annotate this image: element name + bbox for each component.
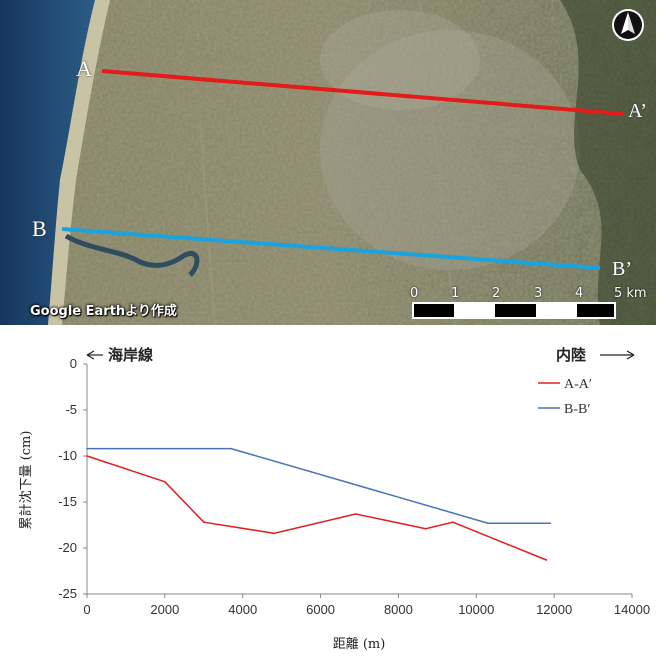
label-b-start: B: [32, 216, 47, 241]
legend-label-a: A-A′: [564, 377, 592, 392]
coast-direction-arrow: [86, 350, 103, 360]
scale-label-1: 1: [451, 286, 460, 301]
data-point: [86, 447, 88, 450]
data-point: [549, 522, 552, 524]
subsidence-chart: 海岸線 内陸 0 -5 -10 -15 -20 -25 0 2000 4000 6000 8000 1…: [0, 330, 669, 659]
x-tick-label: 6000: [306, 602, 335, 617]
data-point: [487, 522, 489, 524]
chart-legend: A-A′ B-B′: [538, 377, 592, 417]
data-point: [164, 480, 166, 483]
chart-plot-area: [86, 364, 632, 595]
x-tick-label: 8000: [384, 602, 413, 617]
series-line-a: [86, 455, 547, 561]
inland-direction-label: 内陸: [556, 346, 586, 364]
satellite-image: [0, 0, 656, 325]
inland-direction-arrow: [600, 350, 635, 360]
y-tick-label: -5: [65, 402, 77, 417]
data-point: [273, 532, 275, 535]
label-b-end: B’: [612, 258, 632, 280]
data-point: [452, 521, 454, 524]
series-line-b: [87, 447, 551, 524]
y-tick-label: 0: [70, 356, 77, 371]
coast-direction-label: 海岸線: [108, 346, 153, 364]
x-tick-label: 12000: [536, 602, 572, 617]
x-tick-label: 10000: [458, 602, 494, 617]
x-tick-label: 0: [83, 602, 90, 617]
scale-label-2: 2: [492, 286, 501, 301]
data-point: [354, 513, 357, 515]
satellite-map: A A’ B B’ 0 1 2 3 4 5 km Google Earthより作…: [0, 0, 656, 325]
y-tick-label: -25: [58, 586, 77, 601]
x-tick-label: 2000: [150, 602, 179, 617]
map-credit: Google Earthより作成: [30, 304, 177, 319]
data-point: [230, 447, 232, 450]
north-arrow-icon: [612, 9, 644, 41]
y-axis-title: 累計沈下量 (cm): [18, 431, 34, 530]
scale-label-4: 4: [575, 286, 584, 301]
x-tick-label: 14000: [614, 602, 650, 617]
y-tick-label: -20: [58, 540, 77, 555]
y-tick-label: -15: [58, 494, 77, 509]
x-axis-title: 距離 (m): [333, 637, 386, 652]
label-a-start: A: [76, 56, 92, 81]
scale-bar: [412, 302, 616, 319]
y-tick-label: -10: [58, 448, 77, 463]
label-a-end: A’: [628, 100, 647, 122]
legend-label-b: B-B′: [564, 402, 590, 417]
data-point: [202, 521, 205, 524]
x-tick-label: 4000: [228, 602, 257, 617]
data-point: [86, 455, 88, 457]
profile-line-a: [101, 69, 625, 116]
data-point: [545, 559, 548, 561]
chart-svg: 海岸線 内陸 0 -5 -10 -15 -20 -25 0 2000 4000 6000 8000 1…: [18, 346, 650, 652]
data-point: [424, 527, 427, 530]
scale-label-3: 3: [534, 286, 543, 301]
scale-label-0: 0: [410, 286, 419, 301]
profile-line-b: [61, 227, 601, 270]
scale-label-5: 5 km: [614, 286, 647, 301]
